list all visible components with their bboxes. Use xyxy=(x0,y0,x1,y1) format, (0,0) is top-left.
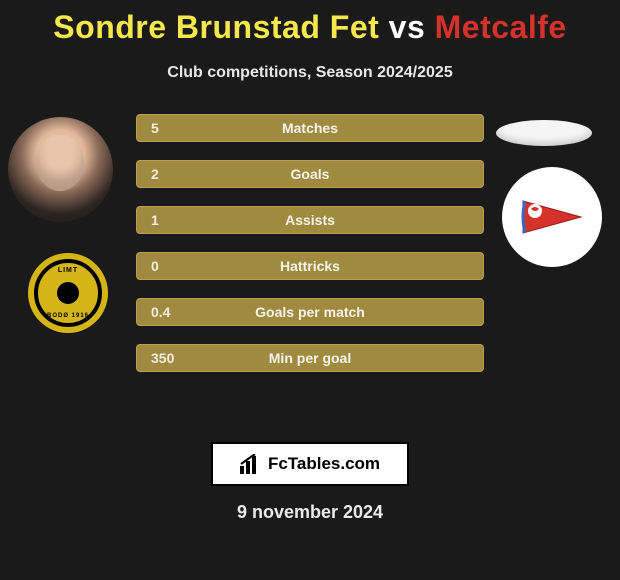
title-left: Sondre Brunstad Fet xyxy=(53,9,379,45)
stat-label: Matches xyxy=(282,120,338,136)
subtitle: Club competitions, Season 2024/2025 xyxy=(0,64,620,82)
stat-row: 0.4 Goals per match xyxy=(136,298,484,326)
stat-label: Assists xyxy=(285,212,335,228)
stat-label: Goals per match xyxy=(255,304,365,320)
stat-label: Min per goal xyxy=(269,350,351,366)
pennant-icon xyxy=(521,195,583,239)
stat-label: Hattricks xyxy=(280,258,340,274)
club-left-bottom-text: BODØ 1916 xyxy=(47,313,89,319)
club-right-badge xyxy=(502,167,602,267)
stat-row: 2 Goals xyxy=(136,160,484,188)
chart-icon xyxy=(240,454,262,474)
stat-value: 0 xyxy=(151,258,159,274)
stat-value: 5 xyxy=(151,120,159,136)
player-left-avatar xyxy=(8,117,113,222)
sun-icon xyxy=(57,282,79,304)
title-right: Metcalfe xyxy=(435,9,567,45)
date: 9 november 2024 xyxy=(0,502,620,523)
club-left-top-text: LIMT xyxy=(58,267,78,274)
brand-text: FcTables.com xyxy=(268,454,380,474)
stat-row: 350 Min per goal xyxy=(136,344,484,372)
stat-row: 0 Hattricks xyxy=(136,252,484,280)
page-title: Sondre Brunstad Fet vs Metcalfe xyxy=(0,0,620,46)
stat-value: 2 xyxy=(151,166,159,182)
stat-value: 350 xyxy=(151,350,174,366)
stat-label: Goals xyxy=(291,166,330,182)
title-sep: vs xyxy=(389,9,426,45)
brand-badge: FcTables.com xyxy=(211,442,409,486)
stat-value: 1 xyxy=(151,212,159,228)
club-left-badge: LIMT BODØ 1916 xyxy=(22,247,114,339)
player-right-placeholder xyxy=(496,120,592,146)
stat-value: 0.4 xyxy=(151,304,170,320)
stat-row: 5 Matches xyxy=(136,114,484,142)
stat-row: 1 Assists xyxy=(136,206,484,234)
stats-column: 5 Matches 2 Goals 1 Assists 0 Hattricks 0.4 Goals… xyxy=(136,114,484,390)
comparison-panel: LIMT BODØ 1916 5 Matches 2 Goals 1 Assists 0 Ha… xyxy=(0,112,620,432)
